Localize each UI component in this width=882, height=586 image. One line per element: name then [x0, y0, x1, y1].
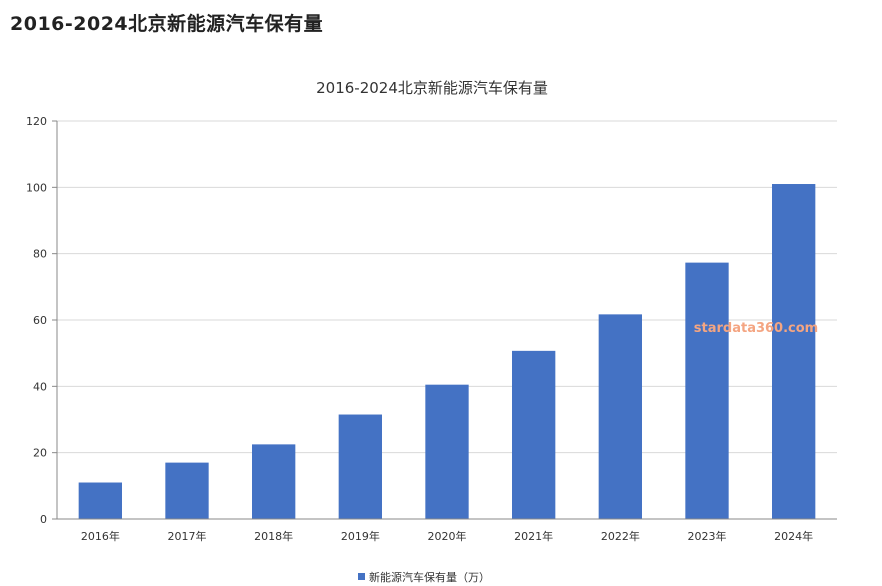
x-tick-label: 2021年 — [514, 529, 553, 543]
y-tick-label: 60 — [33, 314, 47, 327]
x-tick-label: 2024年 — [774, 529, 813, 543]
bar — [165, 462, 209, 519]
bar — [685, 262, 729, 519]
watermark-text: stardata360.com — [694, 321, 818, 336]
legend: 新能源汽车保有量（万） — [358, 570, 490, 584]
x-tick-labels: 2016年 2017年 2018年 2019年 2020年 2021年 2022年 2023年… — [81, 529, 813, 543]
y-tick-labels: 0 20 40 60 80 100 120 — [26, 115, 47, 526]
x-tick-label: 2020年 — [428, 529, 467, 543]
y-tick-label: 20 — [33, 447, 47, 460]
bar — [772, 184, 816, 519]
legend-swatch — [358, 573, 365, 580]
bar — [598, 314, 642, 519]
y-tick-label: 0 — [40, 513, 47, 526]
y-tick-label: 80 — [33, 248, 47, 261]
bar — [338, 414, 382, 519]
bar — [252, 444, 296, 519]
bar — [512, 350, 556, 519]
bar — [78, 482, 122, 519]
x-tick-label: 2017年 — [168, 529, 207, 543]
bars — [78, 184, 816, 519]
y-tick-label: 40 — [33, 380, 47, 393]
legend-label: 新能源汽车保有量（万） — [369, 570, 490, 584]
x-tick-label: 2016年 — [81, 529, 120, 543]
y-tick-label: 120 — [26, 115, 47, 128]
axes — [56, 121, 837, 520]
x-tick-label: 2022年 — [601, 529, 640, 543]
x-tick-label: 2023年 — [688, 529, 727, 543]
chart-title: 2016-2024北京新能源汽车保有量 — [316, 79, 548, 97]
page-title: 2016-2024北京新能源汽车保有量 — [10, 13, 324, 35]
x-tick-label: 2018年 — [254, 529, 293, 543]
x-tick-label: 2019年 — [341, 529, 380, 543]
y-tick-label: 100 — [26, 181, 47, 194]
bar — [425, 384, 469, 519]
